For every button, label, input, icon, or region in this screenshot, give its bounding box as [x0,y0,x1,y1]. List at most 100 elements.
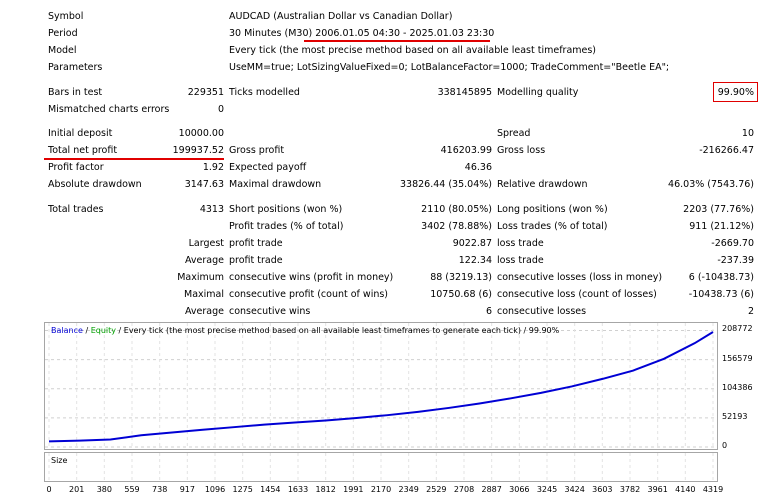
y-tick-label: 104386 [722,382,753,392]
profit-trades-label: Profit trades (% of total) [229,221,344,232]
x-tick-label: 1633 [287,485,309,494]
bars-value: 229351 [187,87,224,98]
x-tick-label: 2529 [426,485,447,494]
maximal-row: Maximal consecutive profit (count of win… [0,286,768,303]
net-profit-value: 199937.52 [172,145,224,156]
avg-consecutive-wins-label: consecutive wins [229,306,311,317]
avg-consecutive-losses-label: consecutive losses [497,306,587,317]
initial-deposit-value: 10000.00 [178,128,224,139]
profit-trades-value: 3402 (78.88%) [421,221,492,232]
max-drawdown-label: Maximal drawdown [229,179,322,190]
parameters-row: Parameters UseMM=true; LotSizingValueFix… [0,59,768,76]
mismatch-label: Mismatched charts errors [48,104,170,115]
long-positions-value: 2203 (77.76%) [683,204,754,215]
avg-consecutive-wins-value: 6 [485,306,492,317]
abs-drawdown-label: Absolute drawdown [48,179,142,190]
largest-profit-value: 9022.87 [452,238,492,249]
y-tick-label: 52193 [722,411,748,421]
x-tick-label: 2349 [398,485,419,494]
total-trades-value: 4313 [199,204,224,215]
ticks-label: Ticks modelled [229,87,300,98]
bars-row: Bars in test 229351 Ticks modelled 33814… [0,84,768,101]
average-consecutive-row: Average consecutive wins 6 consecutive l… [0,303,768,320]
initial-deposit-label: Initial deposit [48,128,113,139]
symbol-label: Symbol [48,11,84,22]
average-profit-label: profit trade [229,255,283,266]
x-tick-label: 0 [46,485,52,494]
parameters-value: UseMM=true; LotSizingValueFixed=0; LotBa… [229,62,670,73]
loss-trades-value: 911 (21.12%) [689,221,754,232]
chart-title-rest: / Every tick (the most precise method ba… [115,326,560,335]
y-tick-label: 208772 [722,324,753,334]
profit-factor-row: Profit factor 1.92 Expected payoff 46.36 [0,159,768,176]
max-consecutive-losses-label: consecutive losses (loss in money) [497,272,663,283]
symbol-value: AUDCAD (Australian Dollar vs Canadian Do… [229,11,453,22]
x-tick-label: 3066 [509,485,530,494]
model-row: Model Every tick (the most precise metho… [0,42,768,59]
largest-loss-label: loss trade [497,238,544,249]
average-loss-label: loss trade [497,255,544,266]
balance-chart: Balance / Equity / Every tick (the most … [44,322,718,450]
gross-loss-value: -216266.47 [699,145,754,156]
y-tick-label: 156579 [722,353,753,363]
y-tick-label: 0 [722,441,728,450]
x-tick-label: 3782 [619,485,641,494]
chart-title-sep: / [82,326,91,335]
x-tick-label: 4140 [675,485,696,494]
quality-value: 99.90% [717,87,754,98]
profit-factor-value: 1.92 [202,162,224,173]
max-consecutive-wins-label: consecutive wins (profit in money) [229,272,394,283]
x-tick-label: 1991 [343,485,364,494]
x-tick-label: 3424 [564,485,585,494]
quality-label: Modelling quality [497,87,579,98]
chart-title-balance: Balance [51,326,83,335]
total-trades-label: Total trades [48,204,104,215]
net-profit-label: Total net profit [48,145,118,156]
model-value: Every tick (the most precise method base… [229,45,597,56]
rel-drawdown-value: 46.03% (7543.76) [668,179,754,190]
x-tick-label: 3245 [536,485,558,494]
maximum-label: Maximum [177,272,224,283]
average-row: Average profit trade 122.34 loss trade -… [0,252,768,269]
x-tick-label: 2708 [453,485,475,494]
mismatch-row: Mismatched charts errors 0 [0,101,768,118]
largest-profit-label: profit trade [229,238,283,249]
period-range: 2006.01.05 04:30 - 2025.01.03 23:30 [315,28,495,39]
x-tick-label: 1454 [260,485,281,494]
largest-label: Largest [188,238,224,249]
maximal-profit-value: 10750.68 (6) [430,289,492,300]
net-profit-underline [44,158,224,160]
maximal-profit-label: consecutive profit (count of wins) [229,289,389,300]
spread-label: Spread [497,128,531,139]
size-pane: Size [44,452,718,482]
x-tick-label: 1275 [232,485,253,494]
chart-title: Balance / Equity / Every tick (the most … [51,326,559,335]
max-consecutive-wins-value: 88 (3219.13) [430,272,492,283]
balance-chart-plot [45,323,717,449]
maximal-loss-value: -10438.73 (6) [688,289,754,300]
ticks-value: 338145895 [437,87,492,98]
period-row: Period 30 Minutes (M30) 2006.01.05 04:30… [0,25,768,42]
average-loss-value: -237.39 [717,255,754,266]
x-tick-label: 201 [69,485,85,494]
period-label: Period [48,28,78,39]
avg-consecutive-losses-value: 2 [747,306,754,317]
x-tick-label: 3603 [592,485,613,494]
model-label: Model [48,45,77,56]
abs-drawdown-value: 3147.63 [184,179,224,190]
profit-factor-label: Profit factor [48,162,104,173]
x-tick-label: 1096 [204,485,226,494]
period-prefix: 30 Minutes (M30) [229,28,316,39]
x-tick-label: 559 [124,485,140,494]
expected-payoff-label: Expected payoff [229,162,307,173]
gross-profit-label: Gross profit [229,145,285,156]
chart-title-equity: Equity [90,326,116,335]
x-tick-label: 917 [179,485,195,494]
short-positions-label: Short positions (won %) [229,204,343,215]
x-tick-label: 738 [152,485,168,494]
quality-highlight-box [713,82,758,102]
gross-profit-value: 416203.99 [440,145,492,156]
expected-payoff-value: 46.36 [464,162,492,173]
x-tick-label: 3961 [647,485,668,494]
size-plot [48,453,714,481]
